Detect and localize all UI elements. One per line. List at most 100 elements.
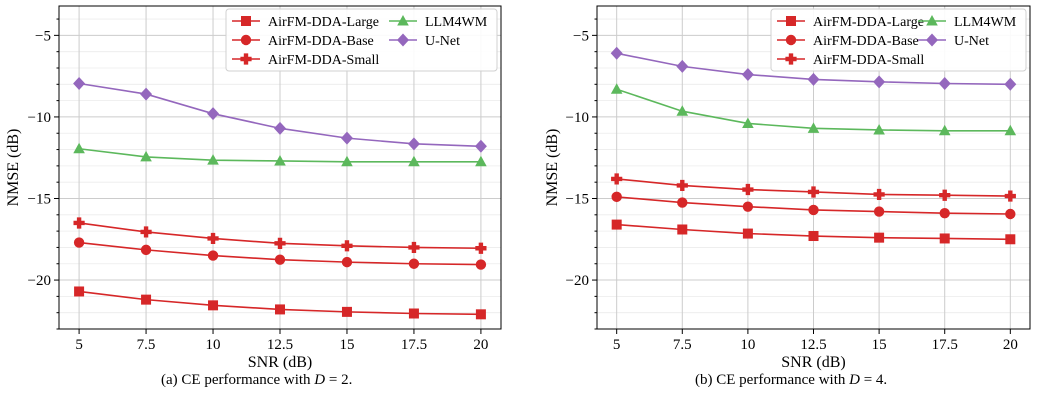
legend-label: LLM4WM	[425, 15, 488, 30]
series-AirFM-DDA-Base	[611, 191, 1016, 220]
data-point	[873, 123, 885, 135]
data-point	[873, 206, 885, 217]
data-point	[611, 191, 622, 203]
data-point	[407, 137, 420, 151]
data-point	[341, 306, 352, 317]
legend-label: AirFM-DDA-Large	[813, 15, 924, 30]
legend-marker	[397, 15, 409, 26]
y-axis-label: NMSE (dB)	[544, 129, 561, 207]
y-tick-label: −15	[28, 191, 51, 207]
data-point	[874, 232, 885, 243]
legend-marker	[240, 34, 252, 46]
x-tick-label: 7.5	[137, 337, 156, 353]
legend-marker	[241, 16, 251, 26]
y-tick-label: −10	[28, 110, 51, 126]
data-point	[140, 226, 152, 238]
data-point	[742, 201, 754, 212]
data-point	[1005, 208, 1016, 220]
series-AirFM-DDA-Large	[74, 286, 486, 320]
data-point	[73, 217, 85, 229]
data-point	[140, 150, 152, 162]
data-point	[341, 155, 353, 167]
series-U-Net	[610, 46, 1017, 91]
data-point	[938, 124, 951, 136]
data-point	[141, 294, 152, 305]
data-point	[807, 72, 820, 86]
data-point	[807, 186, 820, 198]
data-point	[408, 258, 420, 269]
data-point	[475, 259, 487, 270]
caption-b-var: D	[849, 372, 860, 388]
data-point	[611, 173, 623, 185]
data-point	[140, 87, 153, 101]
data-point	[1005, 234, 1016, 245]
x-tick-label: 15	[339, 337, 354, 353]
data-point	[208, 300, 219, 311]
data-point	[140, 244, 152, 256]
data-point	[274, 237, 286, 249]
chart-panel-a: −20 −15 −10 −5 5 7.5 10 12.5 15 17.5 20 SNR (dB) NMS…	[5, 5, 502, 371]
caption-b-label: (b)	[695, 372, 713, 388]
legend-entry: LLM4WM	[918, 15, 1017, 30]
data-point	[676, 179, 688, 192]
series-LLM4WM	[610, 83, 1017, 136]
data-point	[808, 204, 819, 216]
data-point	[340, 131, 353, 145]
series-AirFM-DDA-Large	[611, 219, 1016, 245]
legend-label: AirFM-DDA-Small	[268, 53, 379, 68]
legend: AirFM-DDA-Large AirFM-DDA-Base AirFM-DDA-S…	[225, 8, 498, 72]
legend-entry: LLM4WM	[389, 15, 488, 30]
series-AirFM-DDA-Base	[73, 237, 487, 270]
x-tick-label: 12.5	[800, 337, 826, 353]
chart-panel-b: −20 −15 −10 −5 5 7.5 10 12.5 15 17.5 20 SNR (dB) NMS…	[544, 5, 1031, 371]
data-point	[938, 76, 951, 90]
data-point	[741, 68, 754, 82]
data-point	[808, 231, 819, 242]
legend-label: AirFM-DDA-Small	[813, 53, 924, 68]
data-point	[207, 250, 219, 261]
legend-marker	[397, 33, 409, 47]
data-point	[873, 188, 885, 201]
x-tick-label: 20	[1003, 337, 1018, 353]
y-tick-label: −20	[28, 273, 51, 289]
legend-marker	[926, 15, 938, 26]
series-LLM4WM	[73, 142, 487, 167]
series-U-Net	[73, 76, 487, 153]
legend-entry: AirFM-DDA-Base	[777, 34, 919, 49]
data-point	[873, 75, 886, 89]
legend-label: LLM4WM	[954, 15, 1017, 30]
legend-entry: AirFM-DDA-Large	[232, 15, 379, 30]
data-point	[274, 121, 286, 135]
data-point	[610, 46, 623, 60]
legend-label: AirFM-DDA-Base	[813, 34, 919, 49]
caption-a-value: = 2.	[328, 372, 353, 388]
x-tick-label: 17.5	[932, 337, 958, 353]
data-point	[676, 105, 689, 116]
data-point	[475, 309, 486, 320]
data-point	[1004, 190, 1016, 202]
legend-marker	[785, 53, 797, 65]
data-point	[475, 242, 487, 254]
x-tick-label: 12.5	[267, 337, 293, 353]
data-point	[74, 286, 85, 297]
y-axis-label: NMSE (dB)	[5, 129, 22, 207]
x-tick-label: 10	[206, 337, 221, 353]
data-point	[677, 197, 688, 208]
data-point	[742, 228, 753, 239]
legend-marker	[785, 34, 797, 46]
x-axis-label: SNR (dB)	[248, 354, 312, 371]
legend-entry: AirFM-DDA-Large	[777, 15, 924, 30]
y-tick-label: −10	[566, 110, 589, 126]
data-point	[611, 219, 622, 230]
data-point	[341, 256, 353, 268]
x-tick-label: 7.5	[673, 337, 692, 353]
legend-label: AirFM-DDA-Large	[268, 15, 379, 30]
data-point	[408, 241, 420, 254]
x-tick-label: 10	[740, 337, 755, 353]
x-tick-label: 5	[75, 337, 83, 353]
x-tick-label: 5	[613, 337, 621, 353]
data-point	[939, 189, 951, 201]
data-point	[742, 183, 754, 196]
y-tick-label: −20	[566, 273, 589, 289]
x-tick-label: 17.5	[401, 337, 427, 353]
